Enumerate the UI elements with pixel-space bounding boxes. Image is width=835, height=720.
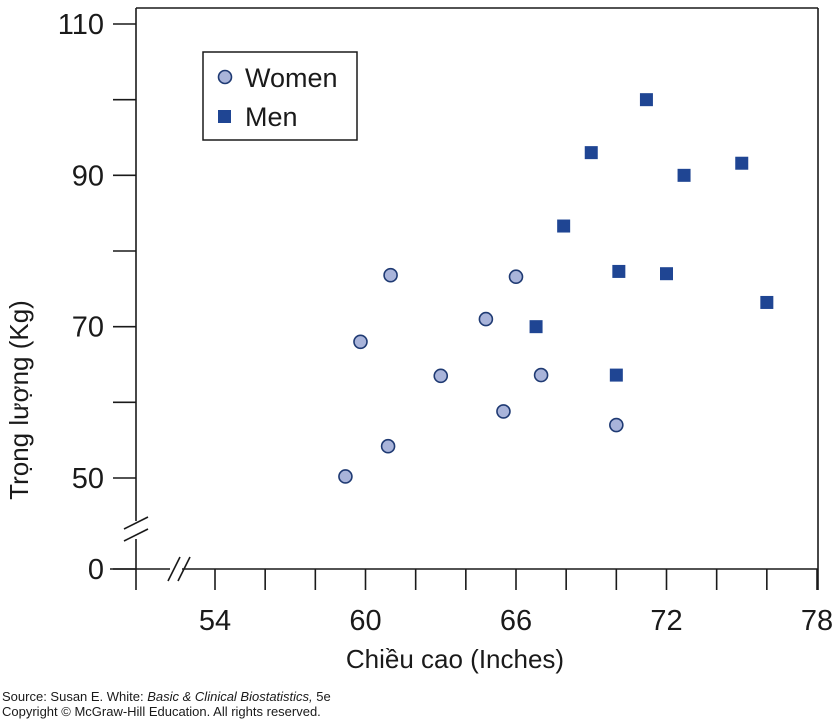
y-axis-break-mark xyxy=(123,516,149,530)
y-axis-ticks: 110 90 70 50 0 xyxy=(58,9,136,586)
point-men xyxy=(660,267,673,281)
point-men xyxy=(584,146,598,160)
point-men xyxy=(609,368,623,382)
point-women xyxy=(609,417,624,433)
source-book: Basic & Clinical Biostatistics, xyxy=(147,689,313,704)
point-men xyxy=(760,295,774,309)
x-axis-title: Chiều cao (Inches) xyxy=(346,644,564,674)
source-edition: 5e xyxy=(312,689,331,704)
y-tick-label: 70 xyxy=(72,312,104,344)
legend-box xyxy=(202,51,358,141)
point-women xyxy=(383,267,398,283)
y-axis-title: Trọng lượng (Kg) xyxy=(4,300,34,500)
legend: Women Men xyxy=(202,51,358,141)
source-line: Source: Susan E. White: Basic & Clinical… xyxy=(2,689,331,704)
data-points xyxy=(338,93,774,484)
x-tick-label: 54 xyxy=(199,605,231,637)
y-tick-label: 90 xyxy=(72,160,104,192)
point-women xyxy=(338,469,353,484)
y-tick-label: 0 xyxy=(88,554,104,586)
legend-women-label: Women xyxy=(245,63,338,93)
y-axis-break-mark xyxy=(123,528,149,542)
legend-men-label: Men xyxy=(245,102,298,132)
x-axis-break-mark xyxy=(167,556,181,582)
x-tick-label: 66 xyxy=(500,605,532,637)
point-men xyxy=(677,168,691,182)
legend-men-marker xyxy=(218,110,231,123)
point-men xyxy=(612,264,626,278)
source-prefix: Source: Susan E. White: xyxy=(2,689,148,704)
copyright-line: Copyright © McGraw-Hill Education. All r… xyxy=(2,704,321,719)
point-women xyxy=(433,368,449,384)
point-men xyxy=(529,320,543,334)
point-men xyxy=(557,219,571,233)
point-women xyxy=(353,334,368,350)
source-credit: Source: Susan E. White: Basic & Clinical… xyxy=(2,689,331,719)
legend-women-marker xyxy=(217,69,233,85)
point-men xyxy=(639,93,653,107)
scatter-chart: 54 60 66 72 78 110 90 70 50 0 Women Men Chiều ca… xyxy=(4,7,833,674)
x-axis-ticks: 54 60 66 72 78 xyxy=(199,569,833,637)
axes xyxy=(110,7,819,590)
x-tick-label: 78 xyxy=(801,605,833,637)
x-axis-break-mark xyxy=(177,556,191,582)
x-tick-label: 60 xyxy=(349,605,381,637)
point-women xyxy=(508,269,524,285)
point-men xyxy=(735,156,749,170)
point-women xyxy=(533,367,549,383)
point-women xyxy=(478,311,494,327)
y-tick-label: 50 xyxy=(72,463,104,495)
point-women xyxy=(496,404,511,419)
x-tick-label: 72 xyxy=(650,605,682,637)
y-tick-label: 110 xyxy=(58,9,104,41)
point-women xyxy=(380,438,396,454)
